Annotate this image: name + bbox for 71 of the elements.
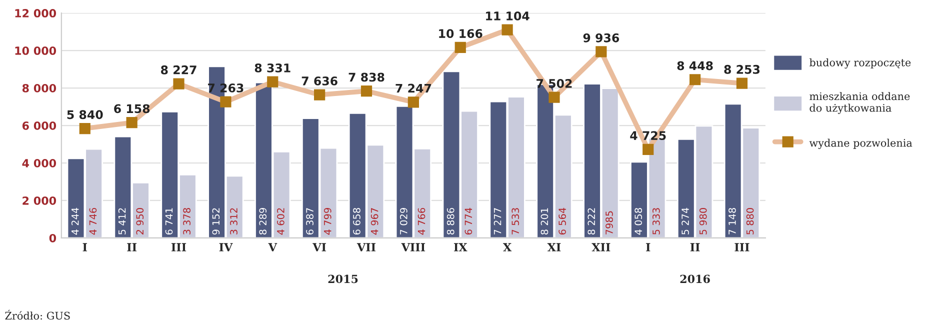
data-label: 8 201 bbox=[540, 208, 548, 235]
data-label: 6 158 bbox=[114, 104, 150, 114]
data-label: 7 029 bbox=[400, 208, 408, 234]
data-label: 7 277 bbox=[494, 208, 502, 234]
y-tick-label: 10 000 bbox=[15, 46, 56, 55]
data-label: 6 564 bbox=[558, 208, 566, 234]
data-label: 8 227 bbox=[161, 65, 196, 74]
data-label: 11 104 bbox=[486, 11, 530, 20]
data-label: 9 152 bbox=[212, 208, 220, 235]
data-label: 3 312 bbox=[230, 208, 238, 234]
data-label: 4 244 bbox=[71, 208, 79, 235]
data-label: 6 658 bbox=[353, 208, 360, 234]
x-tick-label: VI bbox=[312, 243, 326, 252]
data-label: 4 766 bbox=[418, 208, 426, 235]
text: 2016 bbox=[680, 274, 710, 284]
data-label: 6 741 bbox=[165, 208, 173, 234]
data-label: 5 880 bbox=[746, 208, 754, 234]
x-tick-label: VII bbox=[356, 243, 376, 252]
y-tick-label: 0 bbox=[49, 234, 56, 242]
y-tick-label: 6 000 bbox=[22, 121, 56, 130]
data-label: 7 148 bbox=[728, 208, 736, 234]
x-tick-label: I bbox=[646, 243, 650, 252]
x-tick-label: II bbox=[127, 243, 137, 252]
data-label: 8 331 bbox=[254, 63, 290, 72]
data-label: 7 533 bbox=[512, 208, 520, 234]
legend-label: mieszkania oddane do użytkowania bbox=[810, 92, 910, 114]
data-label: 10 166 bbox=[439, 29, 482, 38]
x-tick-label: V bbox=[268, 243, 278, 252]
x-tick-label: XI bbox=[547, 243, 561, 252]
data-label: 5 980 bbox=[699, 208, 707, 234]
data-label: 4 602 bbox=[277, 208, 284, 235]
data-label: 4 058 bbox=[634, 208, 642, 235]
data-label: 7985 bbox=[606, 211, 613, 234]
y-tick-label: 12 000 bbox=[15, 9, 56, 18]
text: Źródło: GUS bbox=[5, 310, 70, 320]
data-label: 5 274 bbox=[682, 208, 689, 234]
x-tick-label: III bbox=[734, 243, 750, 252]
data-label: 4 725 bbox=[630, 131, 666, 140]
data-label: 8 289 bbox=[259, 208, 267, 235]
y-tick-label: 8 000 bbox=[22, 84, 56, 92]
data-label: 4 746 bbox=[89, 208, 97, 235]
x-tick-label: XII bbox=[592, 243, 610, 252]
y-tick-label: 2 000 bbox=[22, 196, 56, 205]
data-label: 2 950 bbox=[136, 208, 144, 234]
data-label: 4 967 bbox=[370, 208, 378, 235]
data-label: 6 774 bbox=[464, 208, 472, 234]
x-tick-label: III bbox=[171, 243, 186, 252]
data-label: 8 448 bbox=[677, 61, 713, 70]
text: 2015 bbox=[328, 274, 358, 284]
data-label: 5 412 bbox=[118, 208, 126, 234]
data-label: 8 886 bbox=[446, 208, 454, 235]
data-label: 5 840 bbox=[67, 110, 103, 120]
x-tick-label: VIII bbox=[401, 243, 426, 252]
x-tick-label: I bbox=[82, 243, 87, 252]
legend-label: budowy rozpoczęte bbox=[810, 58, 911, 69]
x-tick-label: IX bbox=[454, 243, 468, 252]
legend-label: wydane pozwolenia bbox=[809, 138, 912, 149]
data-label: 8 222 bbox=[588, 208, 596, 235]
data-label: 8 253 bbox=[724, 64, 760, 74]
x-tick-label: IV bbox=[219, 243, 233, 252]
x-tick-label: II bbox=[690, 243, 700, 252]
data-label: 7 838 bbox=[348, 72, 384, 82]
data-label: 6 387 bbox=[306, 208, 314, 234]
data-label: 4 799 bbox=[324, 208, 332, 235]
x-tick-label: X bbox=[503, 243, 512, 252]
data-label: 7 636 bbox=[302, 76, 338, 86]
data-label: 5 333 bbox=[652, 208, 660, 234]
data-label: 9 936 bbox=[583, 33, 620, 42]
data-label: 3 378 bbox=[183, 208, 190, 234]
data-label: 7 247 bbox=[396, 84, 431, 93]
y-tick-label: 4 000 bbox=[22, 158, 56, 168]
